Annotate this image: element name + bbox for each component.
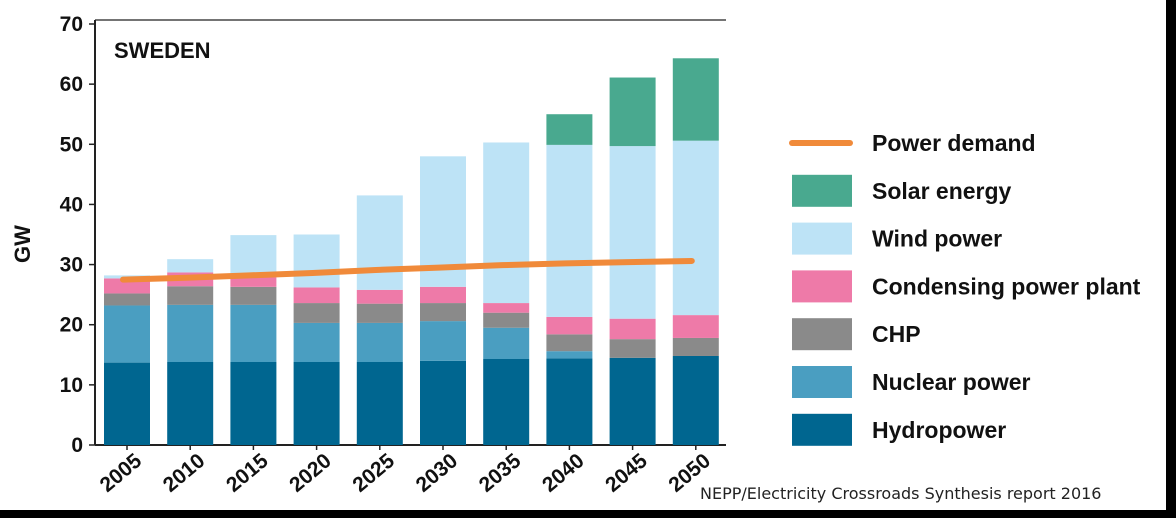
legend-swatch-box (792, 174, 852, 207)
bar-segment-nuclear-power (104, 305, 150, 363)
bar-segment-chp (672, 337, 719, 356)
bar-segment-chp (293, 303, 340, 323)
bar-segment-chp (420, 303, 466, 322)
bar-segment-condensing-power-plant (230, 277, 277, 287)
x-tick-label: 2010 (159, 449, 210, 497)
x-tick-label: 2020 (285, 449, 336, 497)
bar-segment-wind-power (672, 140, 719, 316)
x-tick-label: 2030 (412, 449, 463, 497)
bar-segment-chp (546, 334, 593, 352)
y-tick-label: 30 (60, 254, 83, 277)
bar-segment-wind-power (483, 142, 530, 304)
y-tick-label: 60 (60, 73, 83, 96)
y-tick-label: 50 (60, 133, 83, 156)
legend-label: Power demand (872, 130, 1036, 156)
bar-segment-wind-power (230, 235, 277, 278)
bar-segment-hydropower (420, 360, 466, 445)
x-tick-label: 2035 (475, 449, 526, 497)
chart-title: SWEDEN (114, 38, 211, 63)
bar-segment-chp (609, 339, 656, 358)
bar-segment-condensing-power-plant (293, 287, 340, 304)
bar-segment-nuclear-power (230, 304, 277, 363)
bar-segment-chp (104, 293, 150, 306)
bar-segment-nuclear-power (483, 327, 530, 359)
bar-segment-wind-power (293, 234, 340, 288)
bar-segment-wind-power (167, 259, 214, 273)
legend-label: Wind power (872, 226, 1002, 252)
legend-label: Solar energy (872, 178, 1012, 204)
bar-segment-condensing-power-plant (546, 316, 593, 335)
bar-segment-hydropower (672, 355, 719, 445)
bar-segment-hydropower (167, 362, 214, 445)
x-tick-label: 2015 (222, 449, 273, 497)
bar-segment-nuclear-power (420, 321, 466, 361)
bar-segment-solar-energy (546, 114, 593, 145)
bar-segment-hydropower (483, 358, 530, 445)
legend-swatch-box (792, 270, 852, 303)
x-tick-label: 2025 (348, 449, 399, 497)
legend-swatch-box (792, 366, 852, 398)
y-axis-label: GW (10, 225, 35, 263)
bar-segment-nuclear-power (546, 351, 593, 359)
power-demand-line (120, 257, 695, 283)
y-tick-label: 70 (60, 13, 83, 36)
bar-segment-nuclear-power (167, 304, 214, 363)
y-tick-label: 10 (60, 374, 83, 397)
bar-segment-solar-energy (609, 77, 656, 147)
bar-segment-chp (230, 286, 277, 305)
chart-frame: 0 10 20 30 40 50 60 70 2005 2010 2015 2020 2025 2030… (0, 0, 1166, 510)
bar-segment-wind-power (609, 146, 656, 319)
x-tick-label: 2040 (538, 449, 589, 497)
source-note: NEPP/Electricity Crossroads Synthesis re… (700, 484, 1102, 503)
bar-segment-wind-power (356, 195, 403, 290)
bar-segment-condensing-power-plant (483, 303, 530, 313)
bar-segment-hydropower (356, 362, 403, 445)
bar-segment-condensing-power-plant (356, 289, 403, 304)
bar-segment-hydropower (609, 357, 656, 445)
bar-segment-chp (356, 303, 403, 323)
bar-segment-hydropower (104, 362, 150, 445)
bar-segment-nuclear-power (293, 322, 340, 363)
legend-label: Hydropower (872, 417, 1006, 443)
bar-segment-solar-energy (672, 58, 719, 141)
legend-swatch-box (792, 222, 852, 255)
bar-segment-wind-power (546, 144, 593, 317)
bar-segment-hydropower (546, 358, 593, 445)
bar-segment-hydropower (230, 362, 277, 445)
legend-swatch-box (792, 318, 852, 351)
legend-label: CHP (872, 321, 921, 347)
bar-segment-chp (167, 286, 214, 305)
y-tick-label: 0 (71, 434, 83, 457)
bar-segment-nuclear-power (356, 322, 403, 363)
legend-label: Nuclear power (872, 369, 1031, 395)
bar-segment-hydropower (293, 362, 340, 445)
x-tick-label: 2005 (96, 449, 147, 497)
x-tick-label: 2045 (601, 449, 652, 497)
bar-segment-condensing-power-plant (609, 318, 656, 340)
y-tick-label: 20 (60, 314, 83, 337)
bar-segment-chp (483, 312, 530, 328)
bar-segment-condensing-power-plant (672, 315, 719, 338)
legend-swatch-box (792, 413, 852, 446)
y-tick-label: 40 (60, 193, 83, 216)
bar-segment-condensing-power-plant (420, 286, 466, 304)
legend-label: Condensing power plant (872, 273, 1141, 299)
